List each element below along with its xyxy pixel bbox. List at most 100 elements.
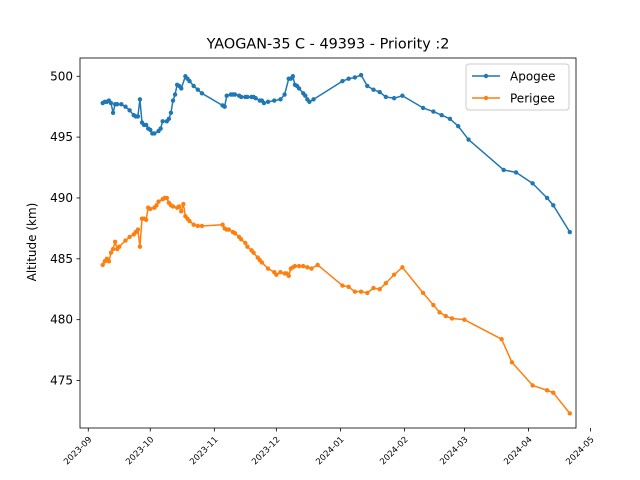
- perigee-point: [305, 265, 310, 270]
- apogee-point: [143, 122, 149, 128]
- perigee-point: [296, 263, 302, 269]
- apogee-point: [290, 74, 296, 79]
- perigee-point: [177, 204, 182, 209]
- apogee-point: [447, 116, 453, 122]
- apogee-point: [261, 100, 267, 106]
- apogee-point: [119, 102, 124, 107]
- perigee-point: [437, 310, 442, 315]
- perigee-point: [148, 206, 153, 212]
- apogee-point: [160, 119, 165, 124]
- apogee-point: [439, 113, 444, 118]
- perigee-point: [315, 262, 320, 268]
- y-tick-label: 490: [50, 191, 73, 205]
- perigee-point: [243, 240, 248, 246]
- perigee-point: [170, 204, 176, 209]
- perigee-point: [358, 289, 364, 294]
- apogee-point: [224, 93, 229, 98]
- perigee-point: [259, 260, 265, 265]
- apogee-point: [179, 86, 184, 91]
- apogee-point: [166, 116, 172, 122]
- apogee-point: [391, 95, 397, 101]
- perigee-point: [251, 250, 256, 255]
- perigee-point: [274, 272, 279, 277]
- perigee-point: [292, 263, 298, 269]
- perigee-point: [278, 270, 283, 275]
- apogee-point: [137, 97, 143, 102]
- plot-frame: [79, 57, 577, 429]
- perigee-point: [371, 285, 376, 291]
- perigee-point: [127, 234, 132, 240]
- perigee-point: [340, 283, 345, 288]
- apogee-point: [135, 114, 141, 119]
- perigee-point: [220, 222, 225, 227]
- perigee-point: [391, 272, 397, 277]
- apogee-point: [222, 104, 227, 109]
- perigee-point: [509, 360, 515, 365]
- perigee-point: [346, 284, 351, 290]
- perigee-point: [232, 231, 238, 236]
- perigee-point: [117, 244, 122, 249]
- apogee-point: [431, 109, 436, 114]
- perigee-point: [567, 411, 572, 416]
- apogee-point: [123, 104, 128, 109]
- apogee-point: [352, 75, 358, 80]
- perigee-point: [123, 238, 128, 243]
- perigee-point: [551, 390, 556, 395]
- perigee-point: [383, 280, 389, 286]
- y-tick-label: 485: [50, 252, 73, 266]
- apogee-point: [400, 93, 405, 98]
- perigee-point: [301, 263, 306, 269]
- apogee-point: [278, 97, 283, 102]
- perigee-point: [462, 317, 467, 322]
- perigee-point: [156, 199, 161, 204]
- apogee-point: [307, 99, 312, 105]
- apogee-point: [265, 99, 271, 105]
- perigee-point: [110, 246, 116, 252]
- perigee-point: [239, 237, 244, 242]
- apogee-point: [551, 203, 556, 208]
- apogee-point: [253, 95, 258, 101]
- apogee-point: [282, 92, 287, 97]
- perigee-point: [365, 290, 370, 296]
- perigee-point: [420, 290, 426, 296]
- apogee-point: [172, 92, 178, 97]
- perigee-point: [199, 223, 205, 229]
- apogee-point: [303, 93, 308, 98]
- legend-marker-perigee: [483, 95, 489, 101]
- apogee-point: [170, 98, 176, 103]
- legend-marker-apogee: [483, 73, 489, 79]
- perigee-point: [352, 289, 358, 294]
- y-axis-ticks: 475 480 485 490 495 500: [50, 69, 80, 388]
- series-apogee: [100, 72, 572, 235]
- perigee-point: [195, 223, 200, 229]
- perigee-point: [544, 388, 550, 393]
- legend-item-apogee: Apogee: [472, 70, 556, 84]
- apogee-point: [199, 91, 205, 96]
- perigee-point: [377, 287, 382, 292]
- perigee-point: [143, 217, 149, 223]
- y-tick-label: 475: [50, 374, 73, 388]
- apogee-point: [110, 110, 116, 115]
- apogee-point: [513, 170, 519, 175]
- legend-label-perigee: Perigee: [510, 92, 555, 106]
- apogee-point: [456, 123, 461, 129]
- perigee-point: [112, 239, 118, 244]
- apogee-point: [158, 126, 163, 131]
- perigee-point: [154, 203, 159, 208]
- apogee-point: [346, 76, 351, 81]
- perigee-point: [286, 273, 291, 279]
- perigee-point: [449, 316, 455, 321]
- series-perigee: [100, 195, 572, 416]
- apogee-point: [195, 87, 200, 92]
- perigee-point: [100, 262, 105, 268]
- perigee-point: [135, 227, 141, 232]
- perigee-point: [106, 259, 112, 264]
- perigee-point: [164, 195, 169, 201]
- apogee-point: [365, 83, 370, 89]
- apogee-point: [245, 94, 250, 100]
- perigee-point: [265, 266, 271, 271]
- apogee-point: [148, 127, 153, 133]
- perigee-point: [179, 209, 184, 214]
- apogee-point: [358, 72, 364, 78]
